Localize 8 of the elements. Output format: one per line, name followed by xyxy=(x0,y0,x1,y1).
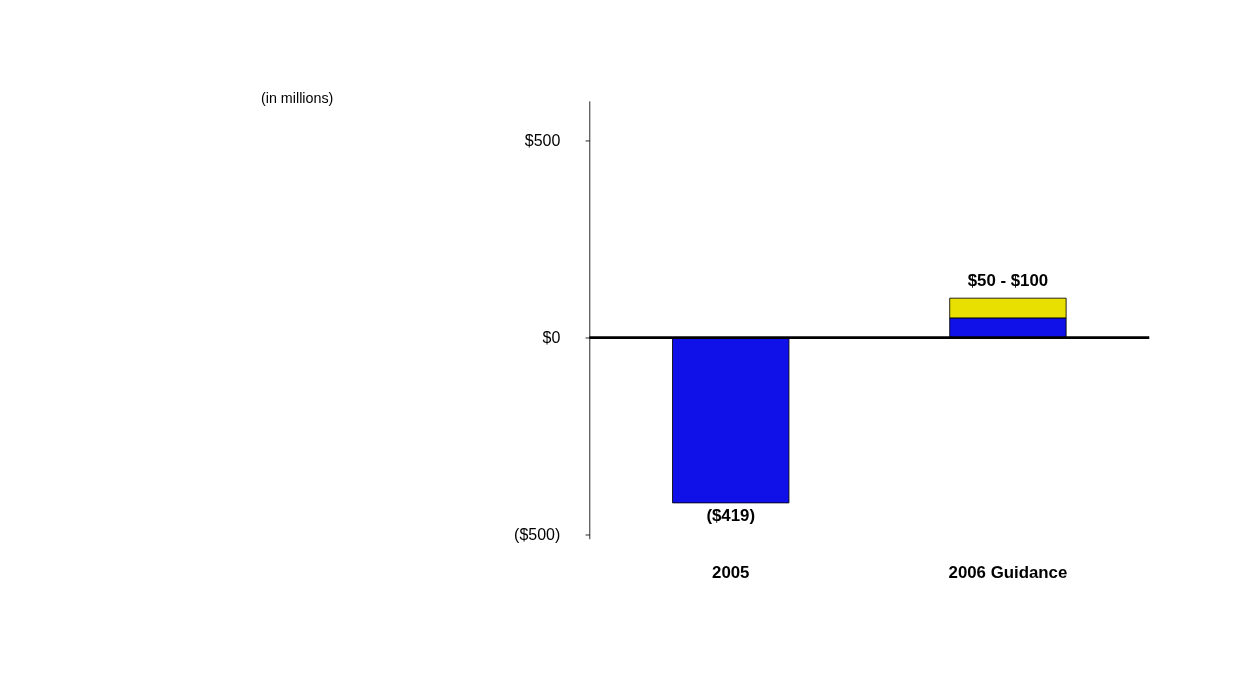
x-tick-label: 2005 xyxy=(712,562,750,582)
x-tick-label: 2006 Guidance xyxy=(948,562,1068,582)
data-label: ($419) xyxy=(706,506,756,526)
data-label: $50 - $100 xyxy=(967,271,1049,291)
y-tick-label: $500 xyxy=(524,131,561,149)
text: (in millions) xyxy=(261,90,334,107)
y-tick-label: ($500) xyxy=(514,526,561,544)
y-tick-label: $0 xyxy=(542,329,561,347)
